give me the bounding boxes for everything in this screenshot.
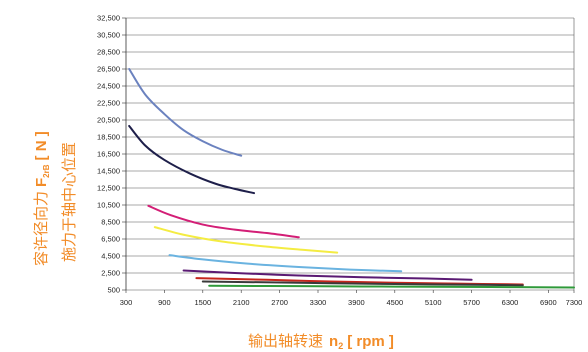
x-axis-ticks: 300 900 1500 2100 2700 3300 3900 4500 5100 5700 63…	[120, 298, 583, 307]
x-tick-label: 5100	[425, 298, 442, 307]
x-tick-label: 2700	[271, 298, 288, 307]
x-tick-label: 4500	[386, 298, 403, 307]
y-tick-label: 32,500	[97, 14, 120, 23]
y-axis-title-main: 容许径向力	[32, 191, 50, 266]
x-axis-title: 输出轴转速 n2 [ rpm ]	[248, 332, 394, 351]
x-tick-label: 7300	[566, 298, 583, 307]
y-axis-ticks: 500 2,500 4,500 6,500 8,500 10,500 12,500 14,50…	[97, 14, 120, 295]
series-layer	[128, 68, 575, 289]
y-tick-label: 30,500	[97, 31, 120, 40]
x-tick-label: 900	[158, 298, 171, 307]
y-tick-label: 12,500	[97, 184, 120, 193]
x-tick-label: 1500	[194, 298, 211, 307]
y-tick-label: 2,500	[101, 269, 120, 278]
y-tick-label: 28,500	[97, 48, 120, 57]
y-axis-title-sub: 2rB	[42, 164, 51, 178]
y-tick-label: 500	[107, 286, 120, 295]
y-tick-label: 10,500	[97, 201, 120, 210]
x-tick-label: 2100	[233, 298, 250, 307]
y-axis-title-line1: 容许径向力 F2rB [ N ]	[32, 131, 51, 266]
series-line-4	[153, 226, 339, 254]
y-tick-label: 16,500	[97, 150, 120, 159]
x-axis-title-unit: [ rpm ]	[347, 333, 394, 350]
series-line-6	[182, 269, 473, 281]
y-axis-title-unit: [ N ]	[33, 131, 50, 160]
y-axis-title-symbol: F	[33, 178, 50, 187]
y-axis-title-line2: 施力于轴中心位置	[60, 142, 78, 262]
x-axis-title-main: 输出轴转速	[248, 332, 323, 350]
x-tick-label: 6900	[540, 298, 557, 307]
x-tick-label: 6300	[502, 298, 519, 307]
y-tick-label: 18,500	[97, 133, 120, 142]
x-tick-label: 300	[120, 298, 133, 307]
x-axis-title-sub: 2	[338, 341, 343, 351]
y-tick-label: 4,500	[101, 252, 120, 261]
series-line-8	[201, 280, 524, 287]
y-tick-label: 20,500	[97, 116, 120, 125]
series-line-5	[168, 254, 403, 273]
y-tick-label: 24,500	[97, 82, 120, 91]
x-tick-label: 5700	[463, 298, 480, 307]
x-tick-label: 3900	[348, 298, 365, 307]
series-line-2	[128, 124, 255, 195]
x-axis-title-symbol: n	[329, 333, 338, 350]
plot-frame	[122, 17, 575, 293]
x-tick-label: 3300	[310, 298, 327, 307]
y-tick-label: 14,500	[97, 167, 120, 176]
series-line-9	[208, 284, 575, 289]
y-tick-label: 8,500	[101, 218, 120, 227]
series-line-1	[128, 68, 243, 157]
y-tick-label: 6,500	[101, 235, 120, 244]
y-tick-label: 26,500	[97, 65, 120, 74]
series-line-3	[147, 204, 300, 239]
y-tick-label: 22,500	[97, 99, 120, 108]
